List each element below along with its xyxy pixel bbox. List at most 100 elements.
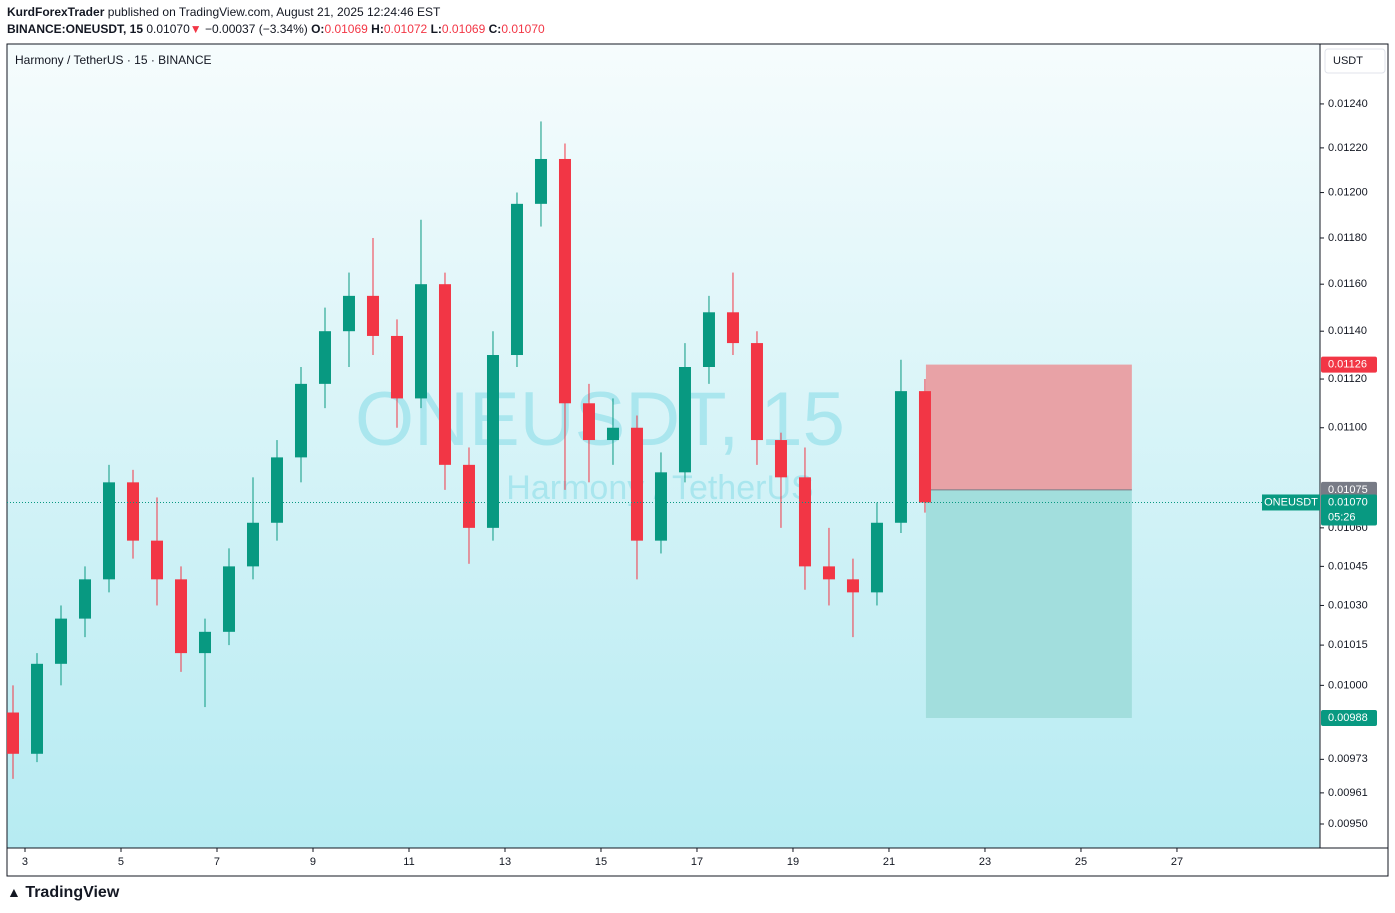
x-tick-label: 15 xyxy=(595,856,607,868)
x-tick-label: 25 xyxy=(1075,856,1087,868)
change: −0.00037 (−3.34%) xyxy=(205,22,308,36)
candle-body xyxy=(894,391,907,523)
ohlc-label: L: xyxy=(430,22,442,36)
quote-line: BINANCE:ONEUSDT, 15 0.01070▼ −0.00037 (−… xyxy=(7,21,545,38)
author[interactable]: KurdForexTrader xyxy=(7,5,105,19)
ohlc-label: H: xyxy=(371,22,384,36)
candle-body xyxy=(342,295,355,332)
candle-body xyxy=(246,522,259,567)
arrow: ▼ xyxy=(189,22,202,36)
candle-body xyxy=(270,457,283,523)
price-axis xyxy=(1319,43,1389,849)
candle-body xyxy=(54,618,67,664)
x-tick-label: 7 xyxy=(214,856,220,868)
candle-body xyxy=(702,312,715,367)
ohlc-value: 0.01072 xyxy=(383,22,428,36)
price-tag xyxy=(1321,494,1377,526)
candle-body xyxy=(30,663,43,754)
y-tick-label: 0.01200 xyxy=(1328,186,1368,198)
y-tick-label: 0.01140 xyxy=(1328,325,1367,337)
last: 0.01070 xyxy=(146,22,190,36)
target-zone xyxy=(925,489,1132,718)
candle-body xyxy=(6,712,19,754)
ohlc-value: 0.01069 xyxy=(441,22,486,36)
candle-body xyxy=(822,566,835,580)
price-tag-label: 0.01070 xyxy=(1328,496,1368,508)
footer: ⁠▲ TradingView xyxy=(7,884,120,901)
candle-body xyxy=(102,482,115,580)
candle-body xyxy=(366,295,379,336)
candle-body xyxy=(174,579,187,654)
symbol: BINANCE:ONEUSDT, 15 xyxy=(7,22,144,36)
x-tick-label: 17 xyxy=(691,856,703,868)
y-tick-label: 0.01180 xyxy=(1328,232,1367,244)
y-tick-label: 0.00961 xyxy=(1328,787,1368,799)
header: KurdForexTrader published on TradingView… xyxy=(7,4,545,38)
candle-body xyxy=(678,366,691,473)
y-tick-label: 0.01160 xyxy=(1328,278,1367,290)
chart-title: Harmony / TetherUS · 15 · BINANCE xyxy=(15,53,212,67)
ohlc-label: C: xyxy=(488,22,502,36)
candle-body xyxy=(462,464,475,528)
candle-body xyxy=(78,579,91,619)
ohlc-value: 0.01070 xyxy=(501,22,545,36)
y-tick-label: 0.00973 xyxy=(1328,753,1368,765)
y-tick-label: 0.01100 xyxy=(1328,422,1367,434)
y-tick-label: 0.01045 xyxy=(1328,560,1368,572)
candle-body xyxy=(438,284,451,465)
y-tick-label: 0.00950 xyxy=(1328,818,1368,830)
candle-body xyxy=(486,355,499,528)
watermark: ONEUSDT, 15 xyxy=(355,377,845,462)
candle-body xyxy=(198,631,211,654)
x-tick-label: 13 xyxy=(499,856,511,868)
candle-body xyxy=(318,331,331,384)
candle-body xyxy=(510,203,523,356)
candle-body xyxy=(222,566,235,632)
x-tick-label: 11 xyxy=(403,856,414,868)
candle-body xyxy=(150,540,163,580)
x-tick-label: 5 xyxy=(118,856,124,868)
symbol-label: ONEUSDT xyxy=(1264,496,1318,508)
publish-line: KurdForexTrader published on TradingView… xyxy=(7,4,545,21)
candle-body xyxy=(558,158,571,404)
y-tick-label: 0.01220 xyxy=(1328,142,1368,154)
x-tick-label: 19 xyxy=(787,856,799,868)
candle-body xyxy=(294,383,307,458)
x-tick-label: 9 xyxy=(310,856,316,868)
candle-body xyxy=(414,284,427,399)
countdown: 05:26 xyxy=(1328,511,1356,523)
candle-body xyxy=(390,335,403,399)
candle-body xyxy=(750,343,763,441)
stop-zone xyxy=(925,364,1132,490)
candle-body xyxy=(630,427,643,541)
time-axis xyxy=(6,847,1389,877)
candle-body xyxy=(582,403,595,441)
currency-button[interactable] xyxy=(1324,48,1386,74)
candle-body xyxy=(918,391,931,503)
candle-body xyxy=(846,579,859,593)
ohlc-label: O: xyxy=(311,22,325,36)
brand: TradingView xyxy=(25,884,120,901)
price-tag-label: 0.00988 xyxy=(1328,712,1368,724)
y-tick-label: 0.01015 xyxy=(1328,639,1368,651)
candle-body xyxy=(774,440,787,478)
x-tick-label: 3 xyxy=(22,856,28,868)
candle-body xyxy=(726,312,739,344)
published: published on TradingView.com, August 21,… xyxy=(107,5,441,19)
candle-body xyxy=(606,427,619,441)
ohlc-value: 0.01069 xyxy=(324,22,368,36)
price-tag xyxy=(1321,481,1377,498)
currency: USDT xyxy=(1333,55,1363,67)
y-tick-label: 0.01030 xyxy=(1328,599,1368,611)
symbol-tag xyxy=(1262,494,1320,511)
price-tag xyxy=(1321,709,1377,726)
y-tick-label: 0.01240 xyxy=(1328,98,1368,110)
candle-body xyxy=(798,477,811,567)
price-tag-label: 0.01075 xyxy=(1328,484,1368,496)
candle-body xyxy=(534,158,547,204)
y-tick-label: 0.01000 xyxy=(1328,679,1368,691)
candle-body xyxy=(654,472,667,541)
price-tag-label: 0.01126 xyxy=(1328,359,1367,371)
